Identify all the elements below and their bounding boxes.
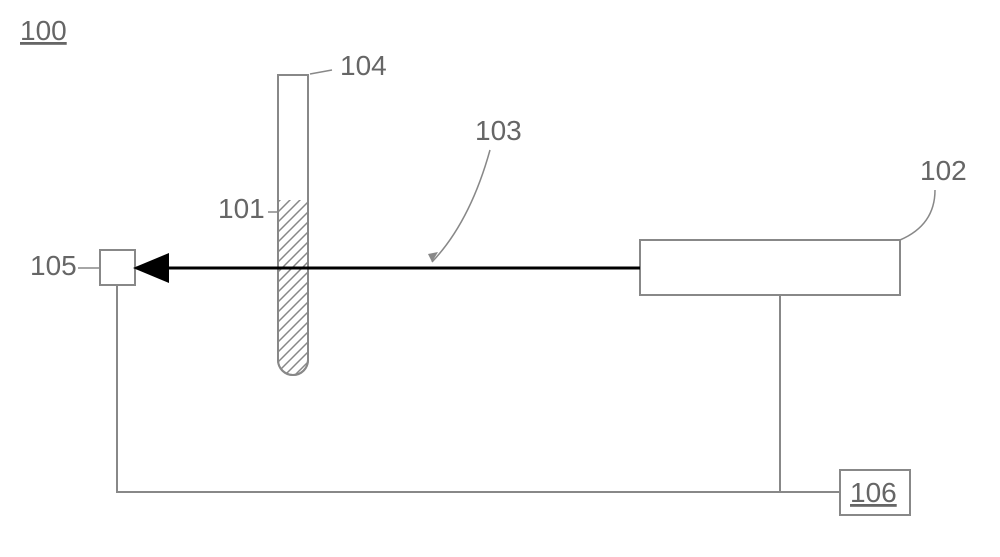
figure-number: 100 (20, 15, 67, 46)
label-106: 106 (850, 477, 897, 508)
tube (278, 75, 308, 375)
source-box (640, 240, 900, 295)
label-103: 103 (475, 115, 522, 146)
leader-102 (900, 190, 935, 240)
label-105: 105 (30, 250, 77, 281)
label-104: 104 (340, 50, 387, 81)
source-to-controller-line (780, 295, 840, 492)
tube-fill (278, 200, 308, 375)
detector-box (100, 250, 135, 285)
leader-104 (310, 70, 332, 74)
leader-103 (432, 150, 490, 262)
label-101: 101 (218, 193, 265, 224)
label-102: 102 (920, 155, 967, 186)
detector-to-controller-line (117, 285, 840, 492)
patent-diagram: 100 101 102 103 104 105 106 (0, 0, 1000, 557)
